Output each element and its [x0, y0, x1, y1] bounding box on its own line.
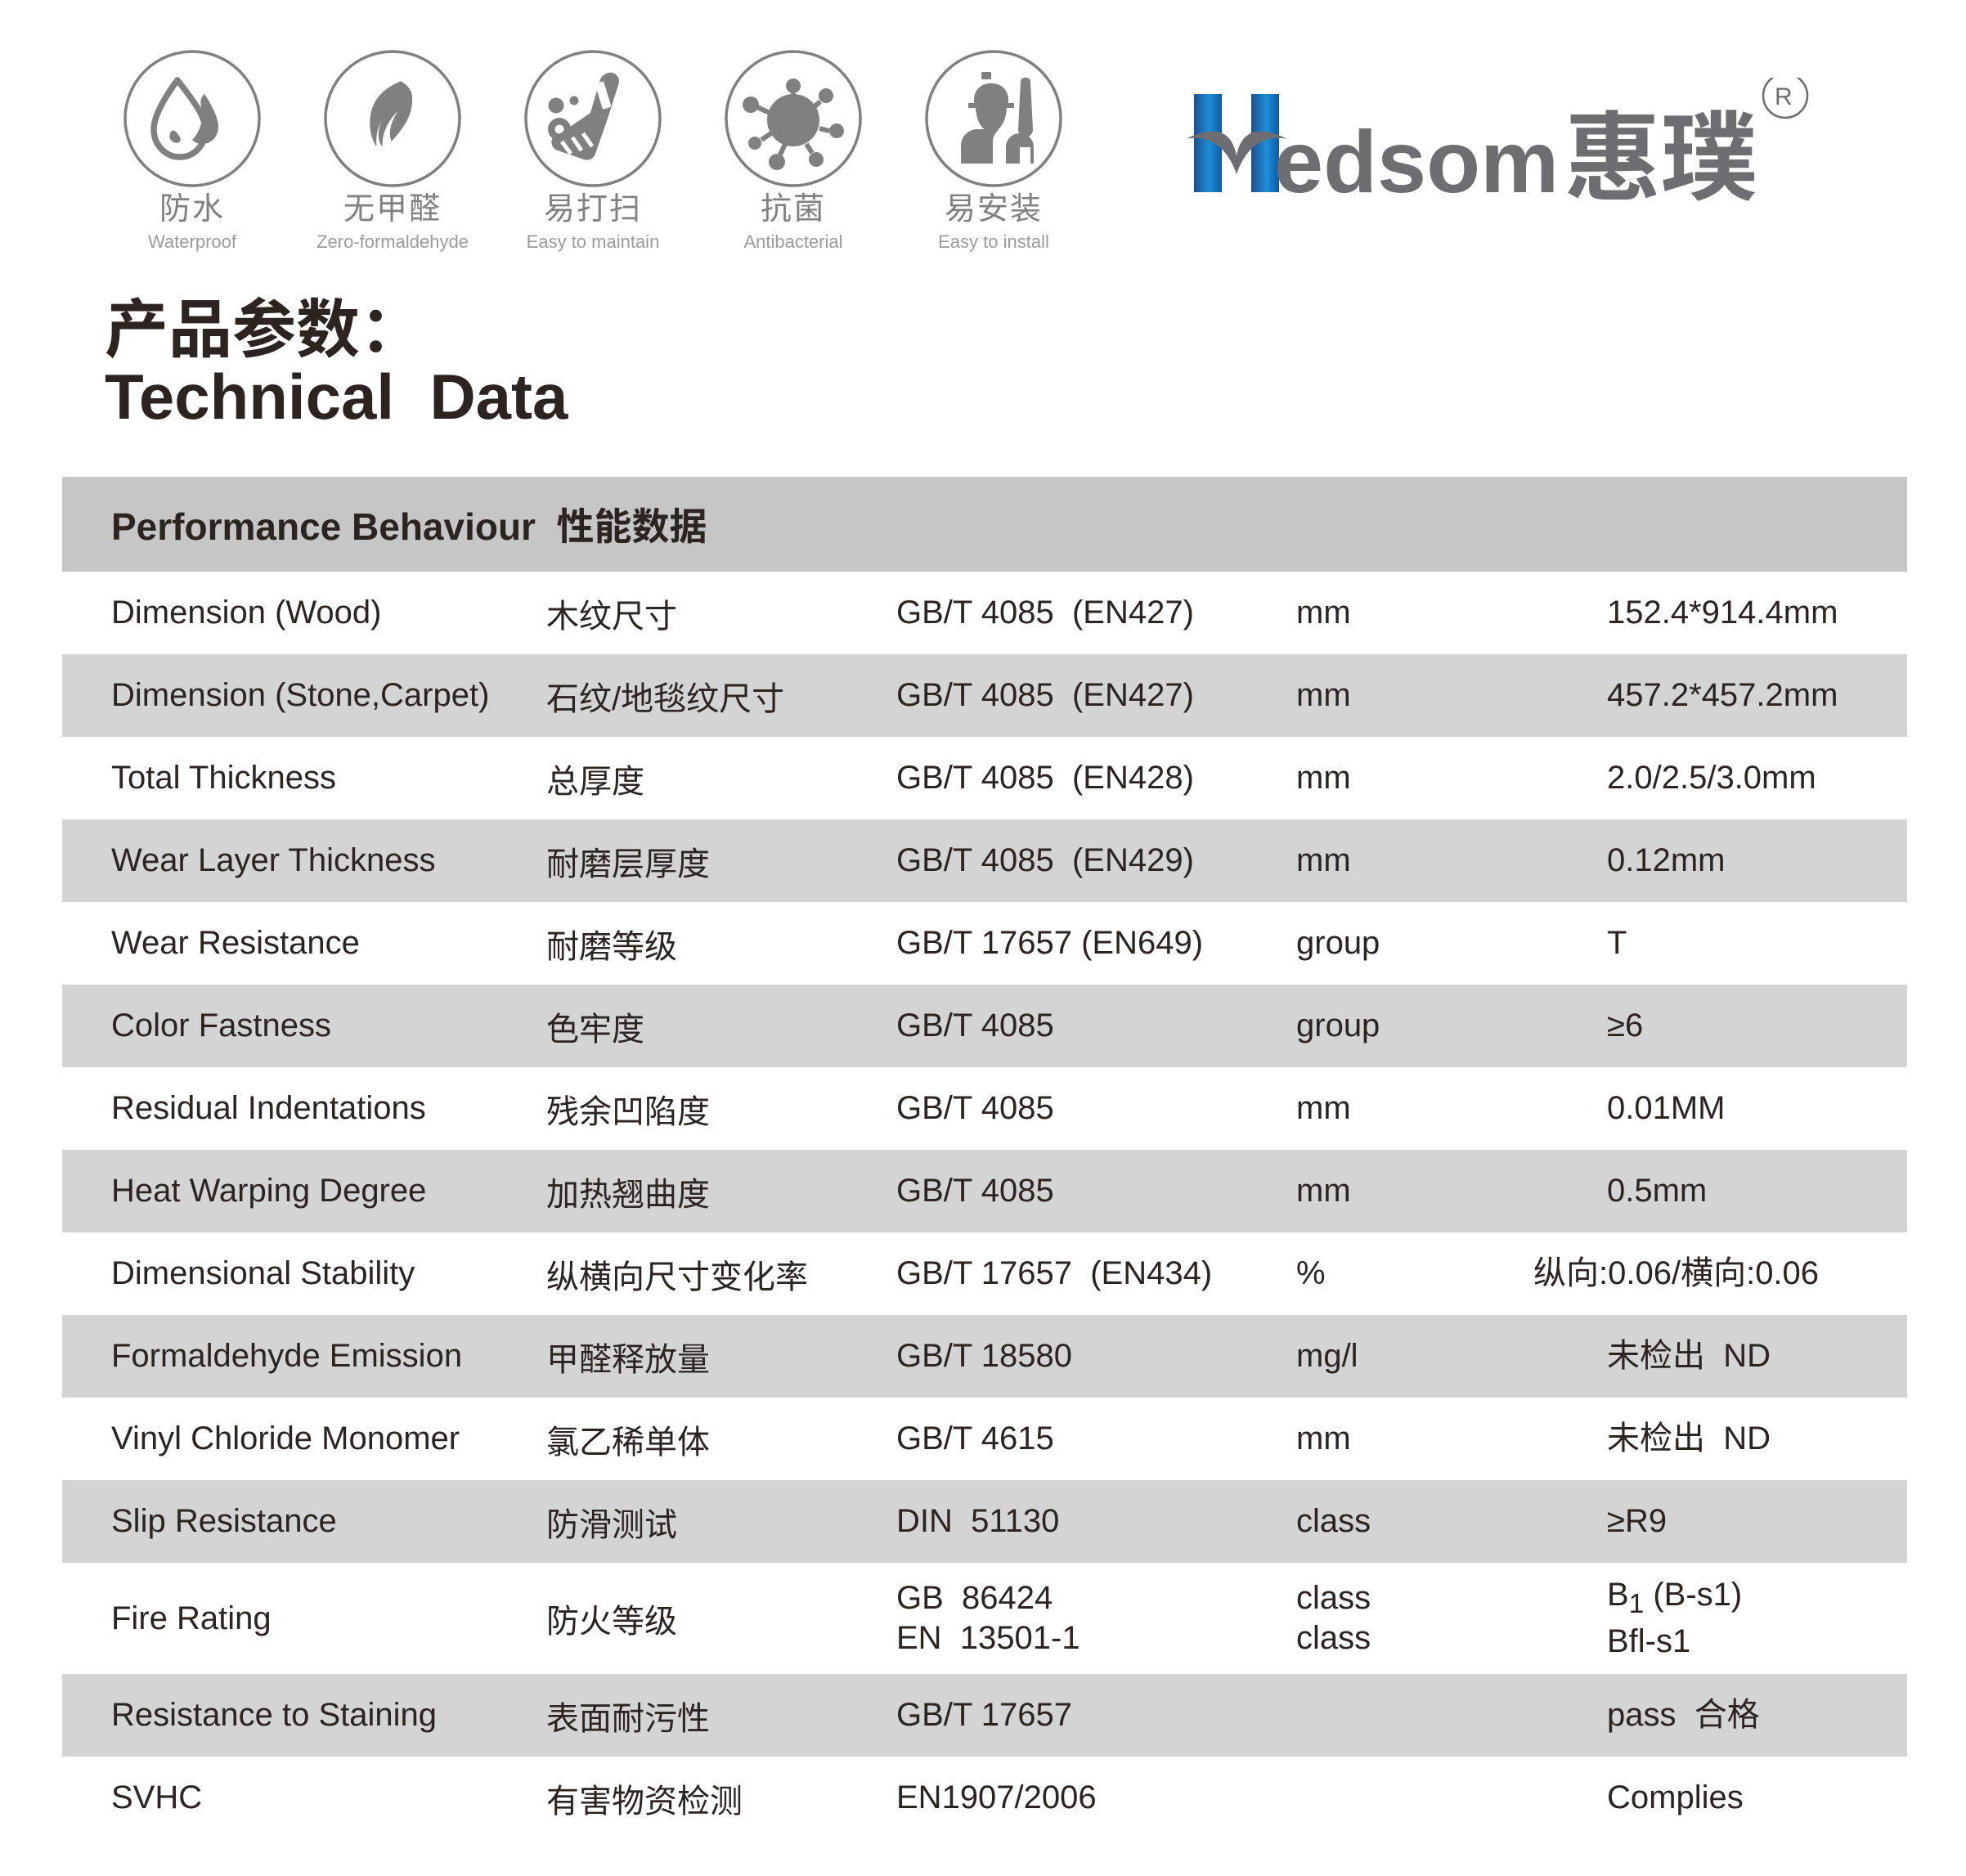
svg-text:edsom: edsom: [1274, 112, 1559, 211]
svg-text:惠璞: 惠璞: [1564, 80, 1757, 220]
svg-text:R: R: [1775, 83, 1793, 110]
